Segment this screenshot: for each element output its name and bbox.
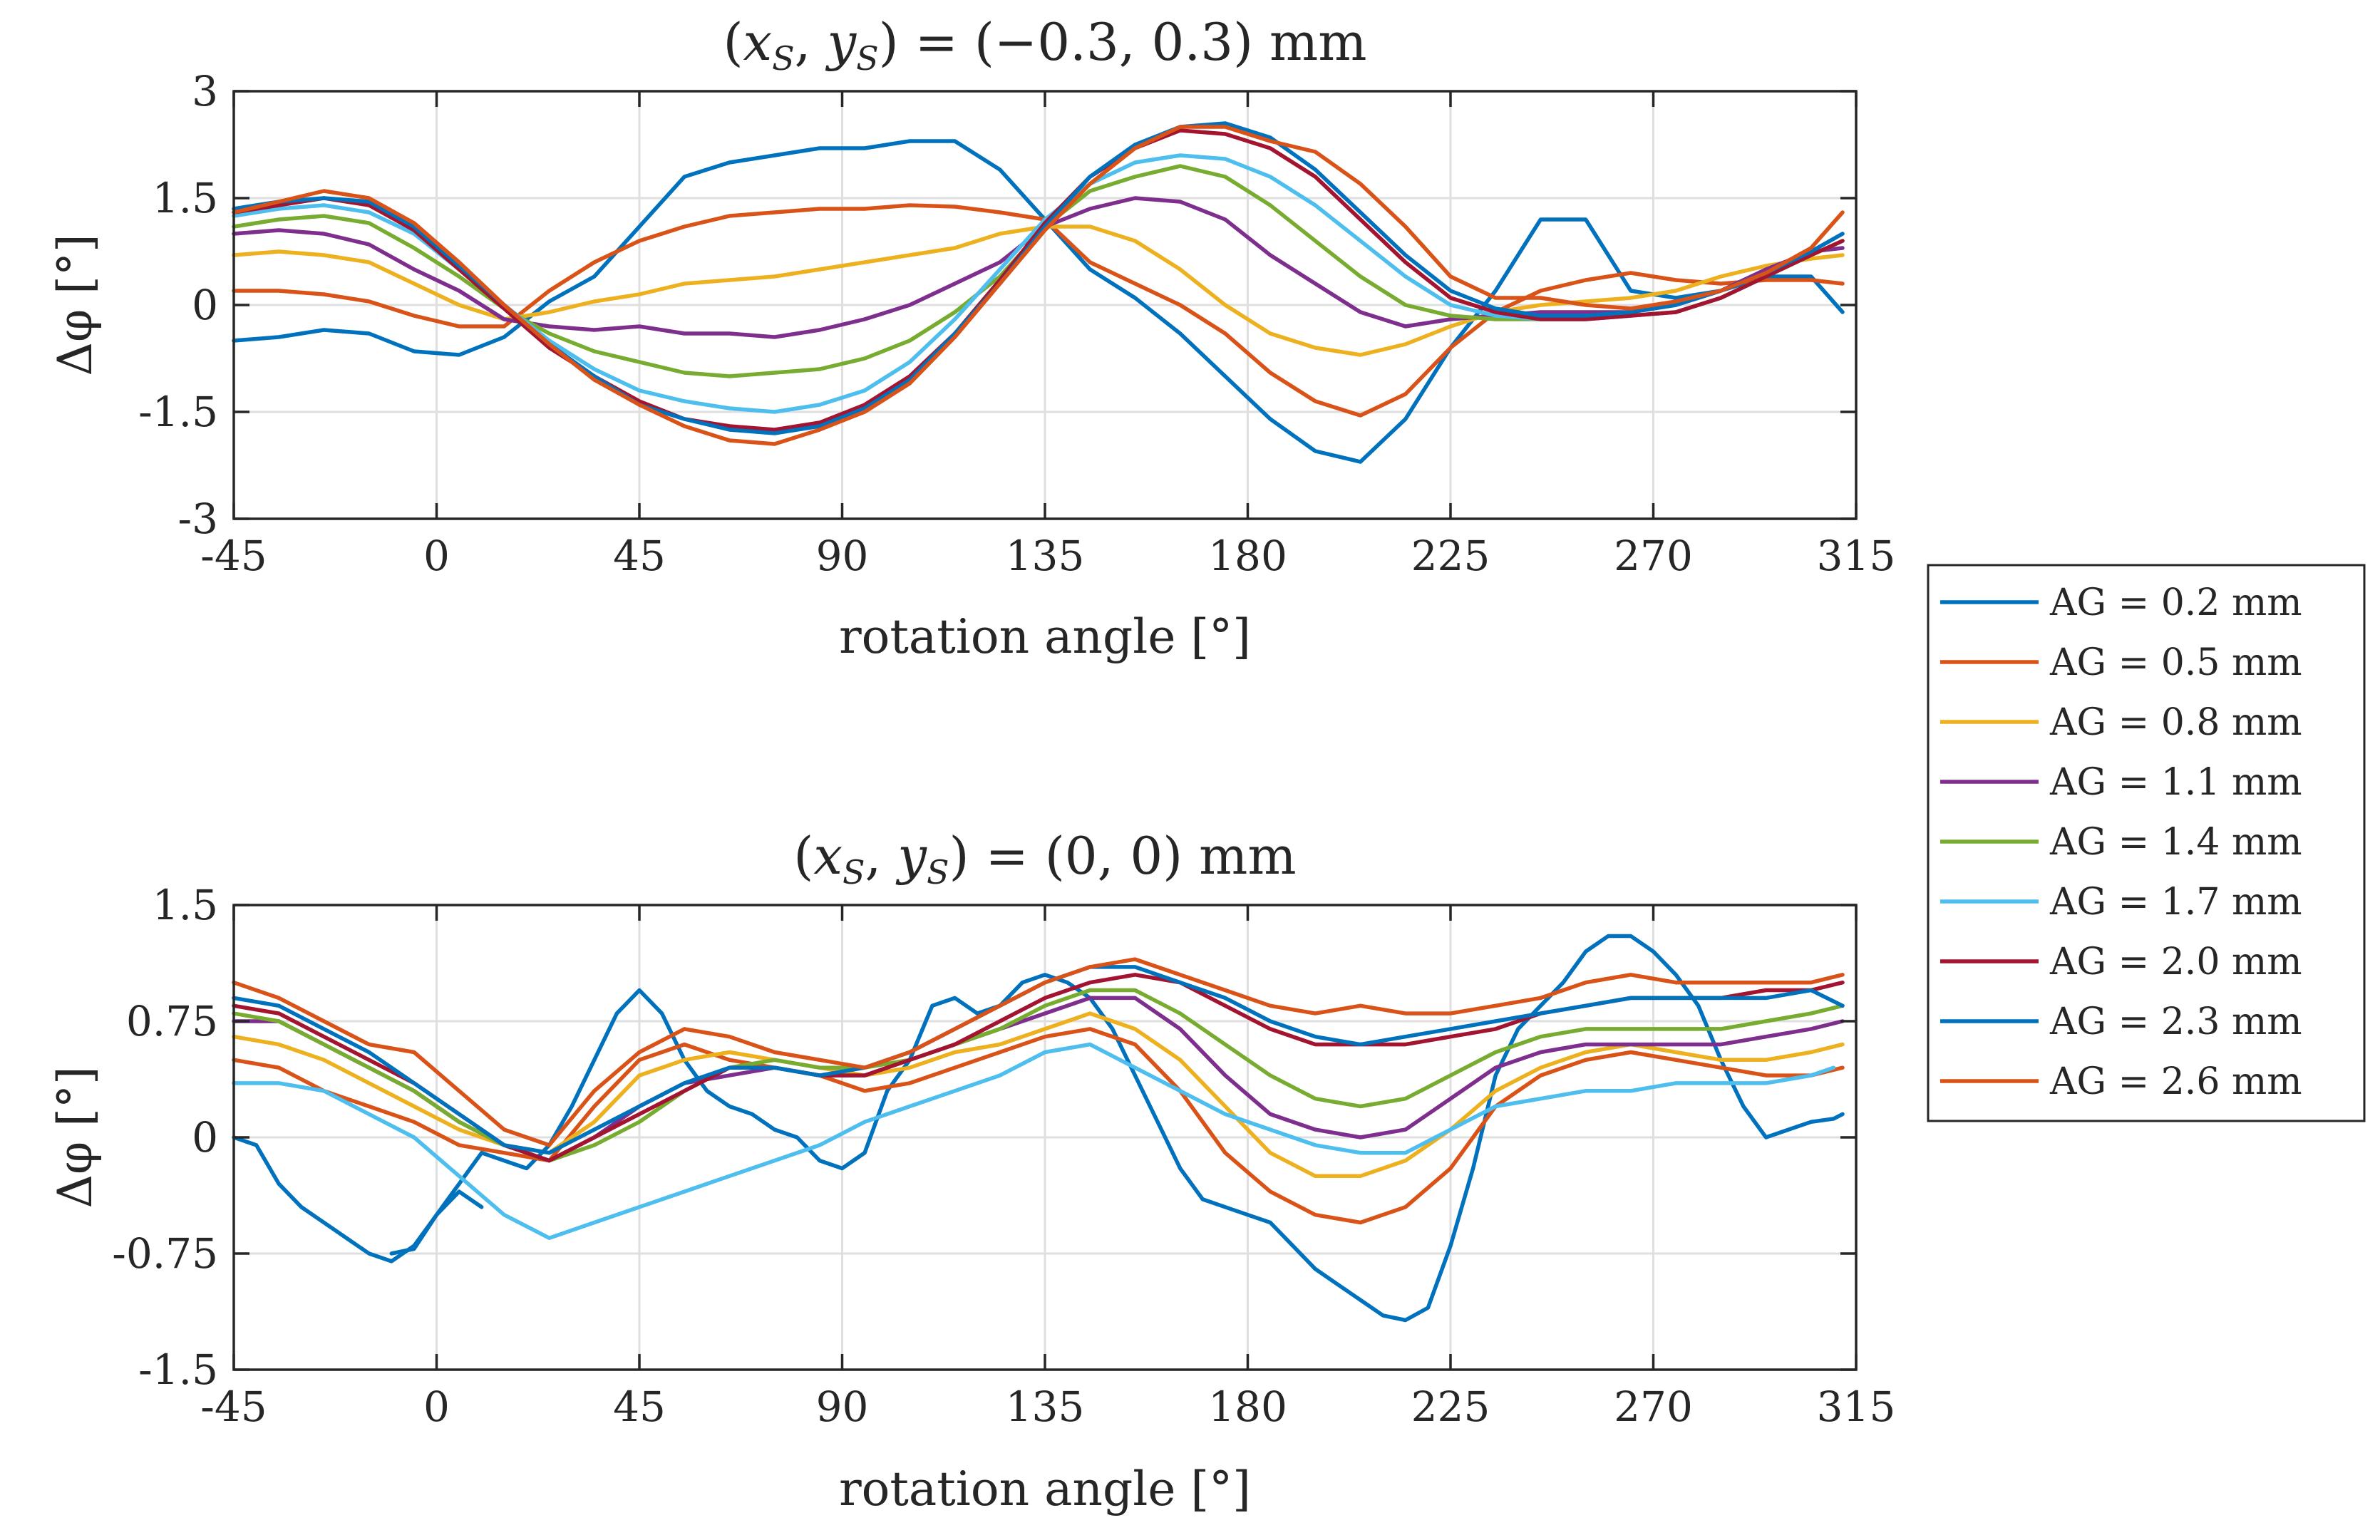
bottom-xtick-label: 180: [1208, 1383, 1287, 1431]
chart-bottom-xlabel: rotation angle [°]: [839, 1462, 1251, 1516]
legend-entry: AG = 2.3 mm: [2049, 1001, 2302, 1043]
bottom-xtick-label: 45: [613, 1383, 666, 1431]
top-xtick-label: 270: [1614, 532, 1693, 580]
bottom-ytick-label: 1.5: [153, 881, 218, 929]
top-xtick-label: 135: [1006, 532, 1085, 580]
bottom-xtick-label: 135: [1006, 1383, 1085, 1431]
top-ytick-label: 0: [192, 281, 218, 329]
top-ytick-label: -3: [178, 495, 219, 543]
top-xtick-label: 45: [613, 532, 666, 580]
legend-entry: AG = 1.7 mm: [2049, 881, 2302, 924]
bottom-ytick-label: -1.5: [138, 1345, 218, 1394]
bottom-xtick-label: -45: [200, 1383, 267, 1431]
top-xtick-label: -45: [200, 532, 267, 580]
bottom-ytick-label: -0.75: [112, 1229, 218, 1278]
top-xtick-label: 0: [423, 532, 450, 580]
chart-top-xlabel: rotation angle [°]: [839, 609, 1251, 664]
bottom-ytick-label: 0: [192, 1113, 218, 1162]
bottom-series-line: [232, 957, 1845, 1147]
bottom-ytick-label: 0.75: [126, 997, 218, 1045]
top-series-line: [232, 128, 1845, 432]
legend-entry: AG = 2.6 mm: [2049, 1060, 2302, 1103]
legend: AG = 0.2 mm AG = 0.5 mm AG = 0.8 mm AG = 1.…: [1927, 564, 2366, 1122]
chart-top-ylabel: Δφ [°]: [48, 234, 103, 376]
bottom-series-line: [389, 1189, 484, 1256]
top-ytick-label: -1.5: [138, 388, 218, 436]
chart-top-title: (xS, yS) = (−0.3, 0.3) mm: [723, 12, 1366, 78]
svg-text:(xS, yS) = (−0.3, 0.3) mm: (xS, yS) = (−0.3, 0.3) mm: [723, 12, 1366, 78]
bottom-series-line: [232, 1027, 1845, 1225]
bottom-series-line: [232, 934, 1845, 1323]
bottom-xtick-label: 0: [423, 1383, 450, 1431]
legend-entry: AG = 0.2 mm: [2049, 582, 2302, 624]
chart-bottom: -45 0 45 90 135 180 225 270 315 -1.5 -0.75 0 0.75 1.5…: [48, 826, 1895, 1516]
top-series-line: [232, 125, 1845, 446]
bottom-xtick-label: 90: [816, 1383, 869, 1431]
legend-entry: AG = 1.4 mm: [2049, 821, 2302, 864]
svg-text:(xS, yS) = (0, 0) mm: (xS, yS) = (0, 0) mm: [793, 826, 1296, 892]
legend-entry: AG = 0.5 mm: [2049, 641, 2302, 684]
chart-bottom-ylabel: Δφ [°]: [48, 1066, 103, 1208]
chart-bottom-title: (xS, yS) = (0, 0) mm: [793, 826, 1296, 892]
top-xtick-label: 90: [816, 532, 869, 580]
legend-entry: AG = 2.0 mm: [2049, 941, 2302, 983]
top-xtick-label: 180: [1208, 532, 1287, 580]
bottom-xtick-label: 315: [1817, 1383, 1896, 1431]
bottom-xtick-label: 225: [1411, 1383, 1490, 1431]
chart-top: -45 0 45 90 135 180 225 270 315 -3 -1.5 0 1.5 3 (xS, …: [48, 12, 1895, 664]
top-xtick-label: 315: [1817, 532, 1896, 580]
bottom-series-line: [232, 1042, 1836, 1241]
top-xtick-label: 225: [1411, 532, 1490, 580]
top-ytick-label: 1.5: [153, 174, 218, 222]
legend-entry: AG = 0.8 mm: [2049, 701, 2302, 744]
legend-entry: AG = 1.1 mm: [2049, 761, 2302, 804]
top-ytick-label: 3: [192, 67, 218, 115]
bottom-xtick-label: 270: [1614, 1383, 1693, 1431]
